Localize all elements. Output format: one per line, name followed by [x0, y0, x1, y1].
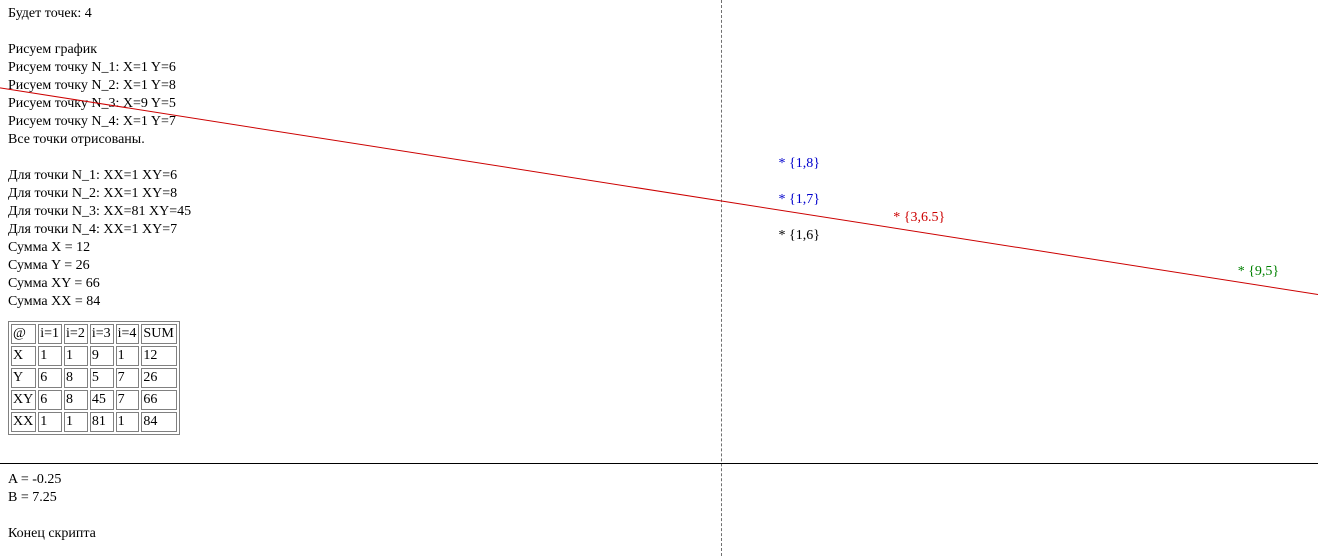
table-row: X 1 1 9 1 12 — [11, 346, 177, 366]
per-point-line: Для точки N_2: XX=1 XY=8 — [8, 186, 178, 201]
sum-line: Сумма XY = 66 — [8, 276, 100, 291]
drawing-graph-text: Рисуем график — [8, 42, 98, 57]
table-header-cell: i=4 — [115, 324, 140, 344]
table-header-cell: i=2 — [64, 324, 88, 344]
results-block: A = -0.25 B = 7.25 Конец скрипта — [8, 471, 96, 543]
points-count-text: Будет точек: 4 — [8, 6, 92, 21]
table-cell: 66 — [141, 390, 177, 410]
regression-line — [0, 87, 1318, 296]
draw-point-line: Рисуем точку N_2: X=1 Y=8 — [8, 78, 176, 93]
table-cell: Y — [11, 368, 37, 388]
draw-point-line: Рисуем точку N_4: X=1 Y=7 — [8, 114, 176, 129]
table-header-cell: i=1 — [38, 324, 63, 344]
per-point-line: Для точки N_4: XX=1 XY=7 — [8, 222, 178, 237]
table-row: Y 6 8 5 7 26 — [11, 368, 177, 388]
table-header-row: @ i=1 i=2 i=3 i=4 SUM — [11, 324, 177, 344]
table-cell: 1 — [64, 412, 88, 432]
script-output-log: Будет точек: 4 Рисуем график Рисуем точк… — [8, 5, 191, 435]
table-cell: 1 — [38, 412, 63, 432]
table-cell: 8 — [64, 368, 88, 388]
sum-line: Сумма X = 12 — [8, 240, 91, 255]
table-header-cell: @ — [11, 324, 37, 344]
spacer — [8, 507, 96, 525]
sum-line: Сумма XX = 84 — [8, 294, 101, 309]
x-axis-line — [0, 463, 1318, 464]
coefficient-b-text: B = 7.25 — [8, 490, 57, 505]
point-label: * {9,5} — [1237, 264, 1280, 279]
table-cell: XX — [11, 412, 37, 432]
table-cell: 1 — [115, 412, 140, 432]
point-label: * {3,6.5} — [893, 210, 946, 225]
sum-line: Сумма Y = 26 — [8, 258, 90, 273]
point-label: * {1,8} — [778, 156, 820, 171]
table-cell: 5 — [89, 368, 114, 388]
table-cell: 7 — [115, 390, 140, 410]
table-cell: 8 — [64, 390, 88, 410]
table-cell: 6 — [38, 368, 63, 388]
per-point-line: Для точки N_3: XX=81 XY=45 — [8, 204, 192, 219]
table-cell: 81 — [89, 412, 114, 432]
point-label: * {1,6} — [778, 228, 820, 243]
table-cell: 26 — [141, 368, 177, 388]
table-cell: 1 — [64, 346, 88, 366]
table-cell: 12 — [141, 346, 177, 366]
table-cell: 1 — [38, 346, 63, 366]
draw-point-line: Рисуем точку N_3: X=9 Y=5 — [8, 96, 176, 111]
table-cell: 6 — [38, 390, 63, 410]
table-cell: 9 — [89, 346, 114, 366]
table-cell: 84 — [141, 412, 177, 432]
table-cell: 7 — [115, 368, 140, 388]
table-row: XY 6 8 45 7 66 — [11, 390, 177, 410]
y-axis-line — [721, 0, 722, 556]
per-point-line: Для точки N_1: XX=1 XY=6 — [8, 168, 178, 183]
table-cell: XY — [11, 390, 37, 410]
draw-point-line: Рисуем точку N_1: X=1 Y=6 — [8, 60, 176, 75]
table-cell: 45 — [89, 390, 114, 410]
spacer — [8, 149, 191, 167]
all-drawn-text: Все точки отрисованы. — [8, 132, 145, 147]
table-cell: 1 — [115, 346, 140, 366]
table-row: XX 1 1 81 1 84 — [11, 412, 177, 432]
point-label: * {1,7} — [778, 192, 820, 207]
coefficient-a-text: A = -0.25 — [8, 472, 62, 487]
data-table: @ i=1 i=2 i=3 i=4 SUM X 1 1 9 1 12 Y 6 8… — [8, 321, 180, 435]
table-header-cell: i=3 — [89, 324, 114, 344]
table-header-cell: SUM — [141, 324, 177, 344]
end-of-script-text: Конец скрипта — [8, 526, 96, 541]
spacer — [8, 23, 191, 41]
table-cell: X — [11, 346, 37, 366]
